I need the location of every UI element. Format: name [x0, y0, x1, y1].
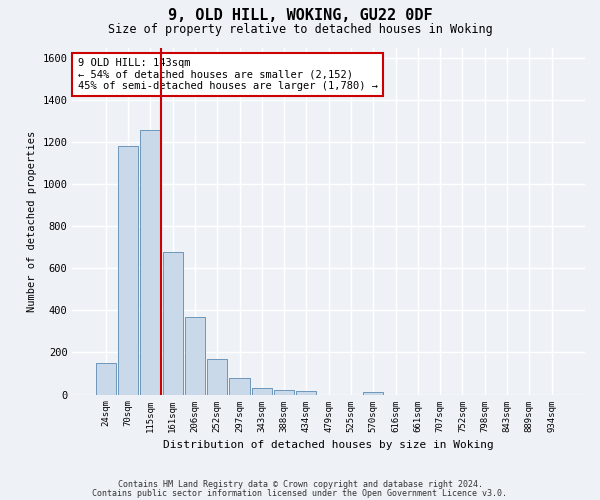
Y-axis label: Number of detached properties: Number of detached properties — [27, 130, 37, 312]
Bar — [363, 392, 383, 394]
Bar — [207, 359, 227, 394]
Text: Size of property relative to detached houses in Woking: Size of property relative to detached ho… — [107, 22, 493, 36]
Text: Contains HM Land Registry data © Crown copyright and database right 2024.: Contains HM Land Registry data © Crown c… — [118, 480, 482, 489]
X-axis label: Distribution of detached houses by size in Woking: Distribution of detached houses by size … — [163, 440, 494, 450]
Bar — [296, 391, 316, 394]
Bar — [274, 390, 294, 394]
Bar — [185, 316, 205, 394]
Text: Contains public sector information licensed under the Open Government Licence v3: Contains public sector information licen… — [92, 488, 508, 498]
Bar — [163, 252, 182, 394]
Text: 9 OLD HILL: 143sqm
← 54% of detached houses are smaller (2,152)
45% of semi-deta: 9 OLD HILL: 143sqm ← 54% of detached hou… — [77, 58, 377, 91]
Bar — [140, 130, 160, 394]
Bar — [229, 378, 250, 394]
Text: 9, OLD HILL, WOKING, GU22 0DF: 9, OLD HILL, WOKING, GU22 0DF — [167, 8, 433, 22]
Bar — [118, 146, 138, 394]
Bar — [96, 363, 116, 394]
Bar — [252, 388, 272, 394]
